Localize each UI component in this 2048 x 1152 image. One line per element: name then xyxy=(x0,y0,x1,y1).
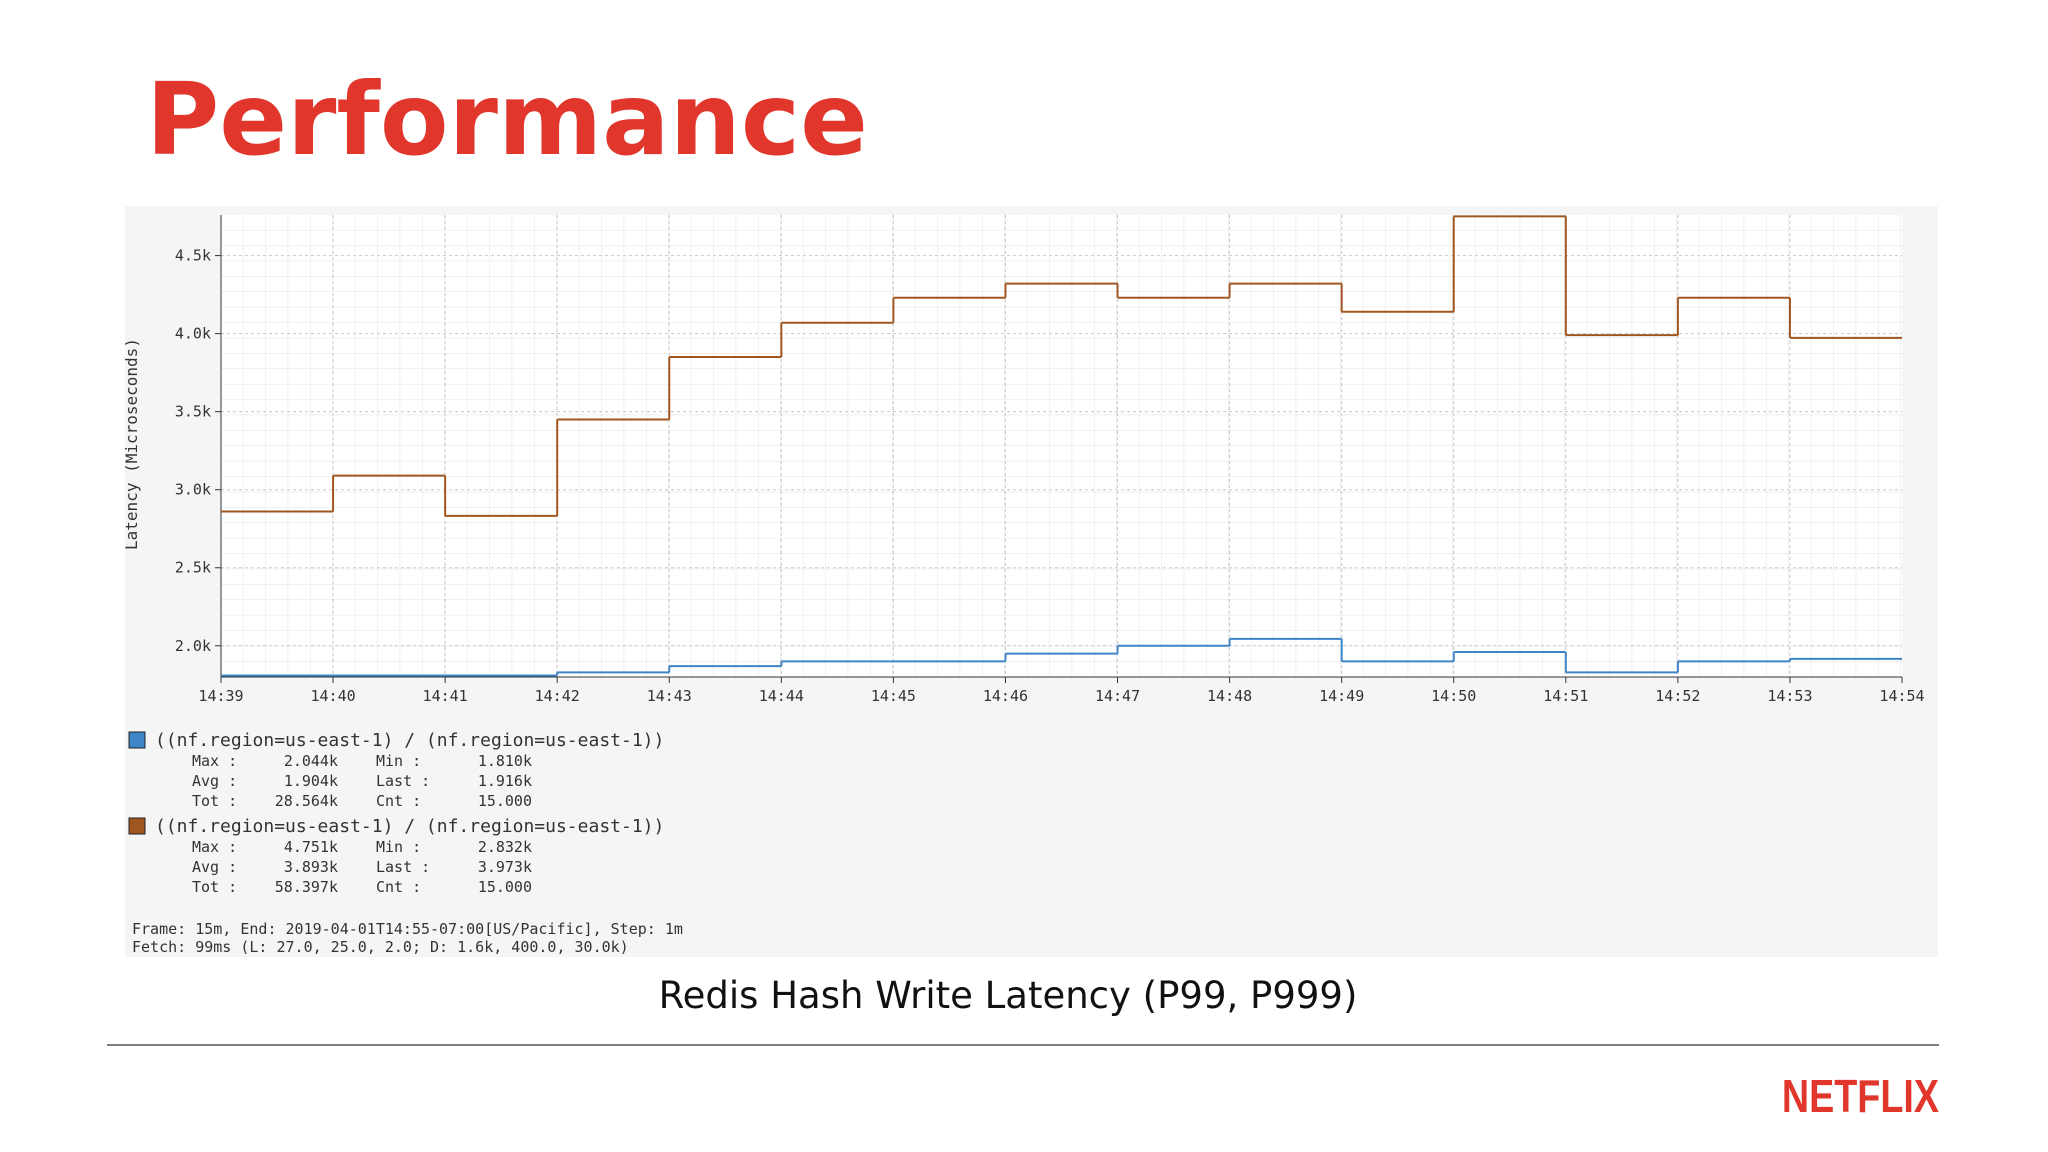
stat-label: Cnt : xyxy=(376,878,421,896)
x-tick-label: 14:43 xyxy=(647,687,692,705)
stat-value: 15.000 xyxy=(478,792,532,810)
stat-label: Max : xyxy=(192,752,237,770)
x-tick-label: 14:50 xyxy=(1431,687,1476,705)
stat-label: Min : xyxy=(376,752,421,770)
legend-label: ((nf.region=us-east-1) / (nf.region=us-e… xyxy=(155,730,664,751)
x-tick-label: 14:44 xyxy=(759,687,804,705)
stat-value: 3.893k xyxy=(284,858,338,876)
stat-label: Last : xyxy=(376,772,430,790)
x-tick-label: 14:53 xyxy=(1767,687,1812,705)
stat-value: 1.916k xyxy=(478,772,532,790)
x-tick-label: 14:39 xyxy=(198,687,243,705)
chart-footer: Frame: 15m, End: 2019-04-01T14:55-07:00[… xyxy=(132,920,683,938)
x-tick-label: 14:48 xyxy=(1207,687,1252,705)
stat-value: 28.564k xyxy=(275,792,338,810)
y-tick-label: 3.5k xyxy=(175,403,211,421)
stat-label: Last : xyxy=(376,858,430,876)
x-tick-label: 14:40 xyxy=(310,687,355,705)
stat-label: Max : xyxy=(192,838,237,856)
minor-grid xyxy=(221,215,1902,677)
x-tick-label: 14:52 xyxy=(1655,687,1700,705)
logo: NETFLIX xyxy=(1782,1070,1939,1121)
y-tick-label: 4.0k xyxy=(175,325,211,343)
stat-value: 1.810k xyxy=(478,752,532,770)
x-tick-label: 14:41 xyxy=(423,687,468,705)
x-tick-label: 14:46 xyxy=(983,687,1028,705)
y-tick-label: 2.0k xyxy=(175,637,211,655)
stat-label: Avg : xyxy=(192,858,237,876)
y-tick-label: 2.5k xyxy=(175,559,211,577)
x-tick-label: 14:54 xyxy=(1879,687,1924,705)
stat-value: 2.044k xyxy=(284,752,338,770)
x-tick-label: 14:47 xyxy=(1095,687,1140,705)
y-tick-label: 4.5k xyxy=(175,247,211,265)
stat-value: 2.832k xyxy=(478,838,532,856)
stat-label: Tot : xyxy=(192,878,237,896)
legend-label: ((nf.region=us-east-1) / (nf.region=us-e… xyxy=(155,816,664,837)
stat-value: 3.973k xyxy=(478,858,532,876)
stat-value: 15.000 xyxy=(478,878,532,896)
chart-footer: Fetch: 99ms (L: 27.0, 25.0, 2.0; D: 1.6k… xyxy=(132,938,629,956)
x-tick-label: 14:49 xyxy=(1319,687,1364,705)
legend-swatch xyxy=(128,731,146,749)
stat-label: Tot : xyxy=(192,792,237,810)
stat-label: Cnt : xyxy=(376,792,421,810)
stat-label: Avg : xyxy=(192,772,237,790)
x-tick-label: 14:42 xyxy=(535,687,580,705)
caption: Redis Hash Write Latency (P99, P999) xyxy=(659,974,1358,1017)
slide-title: Performance xyxy=(146,61,868,178)
legend-swatch xyxy=(128,817,146,835)
y-axis-label: Latency (Microseconds) xyxy=(122,338,141,550)
x-tick-label: 14:51 xyxy=(1543,687,1588,705)
chart: 2.0k 2.5k 3.0k 3.5k 4.0k 4.5k 14:39 14:40 14:41 1… xyxy=(128,215,1925,956)
stat-value: 58.397k xyxy=(275,878,338,896)
y-tick-label: 3.0k xyxy=(175,481,211,499)
stat-label: Min : xyxy=(376,838,421,856)
x-tick-label: 14:45 xyxy=(871,687,916,705)
stat-value: 1.904k xyxy=(284,772,338,790)
stat-value: 4.751k xyxy=(284,838,338,856)
